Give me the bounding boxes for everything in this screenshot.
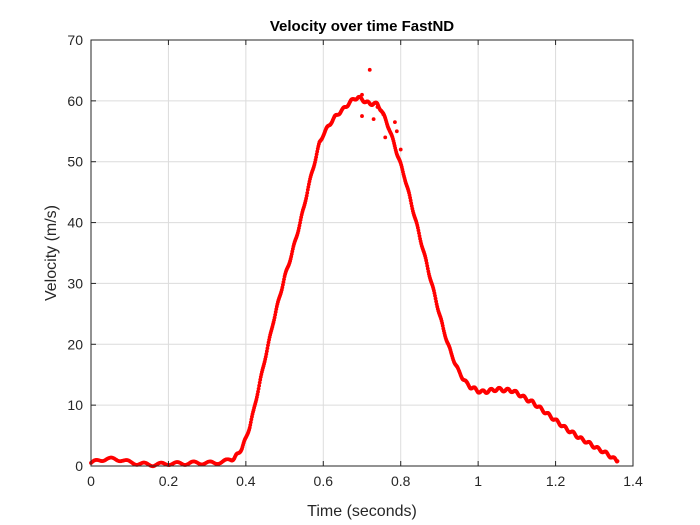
data-point [256, 389, 260, 394]
data-point [264, 349, 269, 354]
data-point [371, 117, 376, 122]
y-tick-label: 20 [67, 336, 83, 352]
grid [91, 40, 633, 466]
plot-area [91, 40, 633, 466]
y-tick-label: 60 [67, 93, 83, 109]
y-tick-label: 70 [67, 32, 83, 48]
data-point [298, 220, 302, 225]
data-point [360, 114, 364, 118]
data-point [398, 147, 403, 152]
x-tick-label: 1.2 [546, 473, 566, 489]
x-tick-label: 0.2 [159, 473, 179, 489]
y-tick-label: 30 [67, 275, 83, 291]
data-point [264, 352, 269, 356]
x-tick-label: 0 [87, 473, 95, 489]
data-point [615, 459, 620, 464]
data-point [265, 346, 270, 351]
data-point [256, 386, 261, 391]
data-point [394, 129, 399, 134]
ticks [90, 39, 634, 467]
y-tick-label: 50 [67, 154, 83, 170]
data-point [266, 343, 270, 348]
data-point [375, 105, 380, 109]
data-point [425, 263, 430, 268]
chart-title: Velocity over time FastND [270, 18, 454, 35]
data-point [367, 67, 372, 72]
data-point [393, 120, 397, 125]
data-point [281, 280, 286, 284]
data-point [248, 420, 253, 425]
data-point [304, 193, 309, 198]
data-point [360, 92, 364, 97]
x-tick-label: 1.4 [623, 473, 643, 489]
tick-labels: 0 0.2 0.4 0.6 0.8 1 1.2 1.4 0 10 20 30 40 50 60 70 [67, 32, 643, 489]
data-point [257, 380, 262, 385]
x-tick-label: 1 [474, 473, 482, 489]
data-points [89, 67, 620, 469]
data-point [273, 312, 278, 317]
y-tick-label: 0 [75, 458, 83, 474]
data-point [314, 155, 318, 159]
x-tick-label: 0.8 [391, 473, 411, 489]
plot-frame [90, 39, 634, 467]
data-point [305, 190, 310, 195]
x-tick-label: 0.4 [236, 473, 256, 489]
data-point [383, 135, 388, 140]
data-point [257, 383, 262, 388]
data-point [417, 231, 421, 236]
y-tick-label: 10 [67, 397, 83, 413]
data-point [408, 198, 413, 203]
x-tick-label: 0.6 [314, 473, 334, 489]
data-point [381, 112, 386, 117]
y-axis-label: Velocity (m/s) [43, 205, 60, 301]
y-tick-label: 40 [67, 215, 83, 231]
x-axis-label: Time (seconds) [307, 503, 417, 520]
